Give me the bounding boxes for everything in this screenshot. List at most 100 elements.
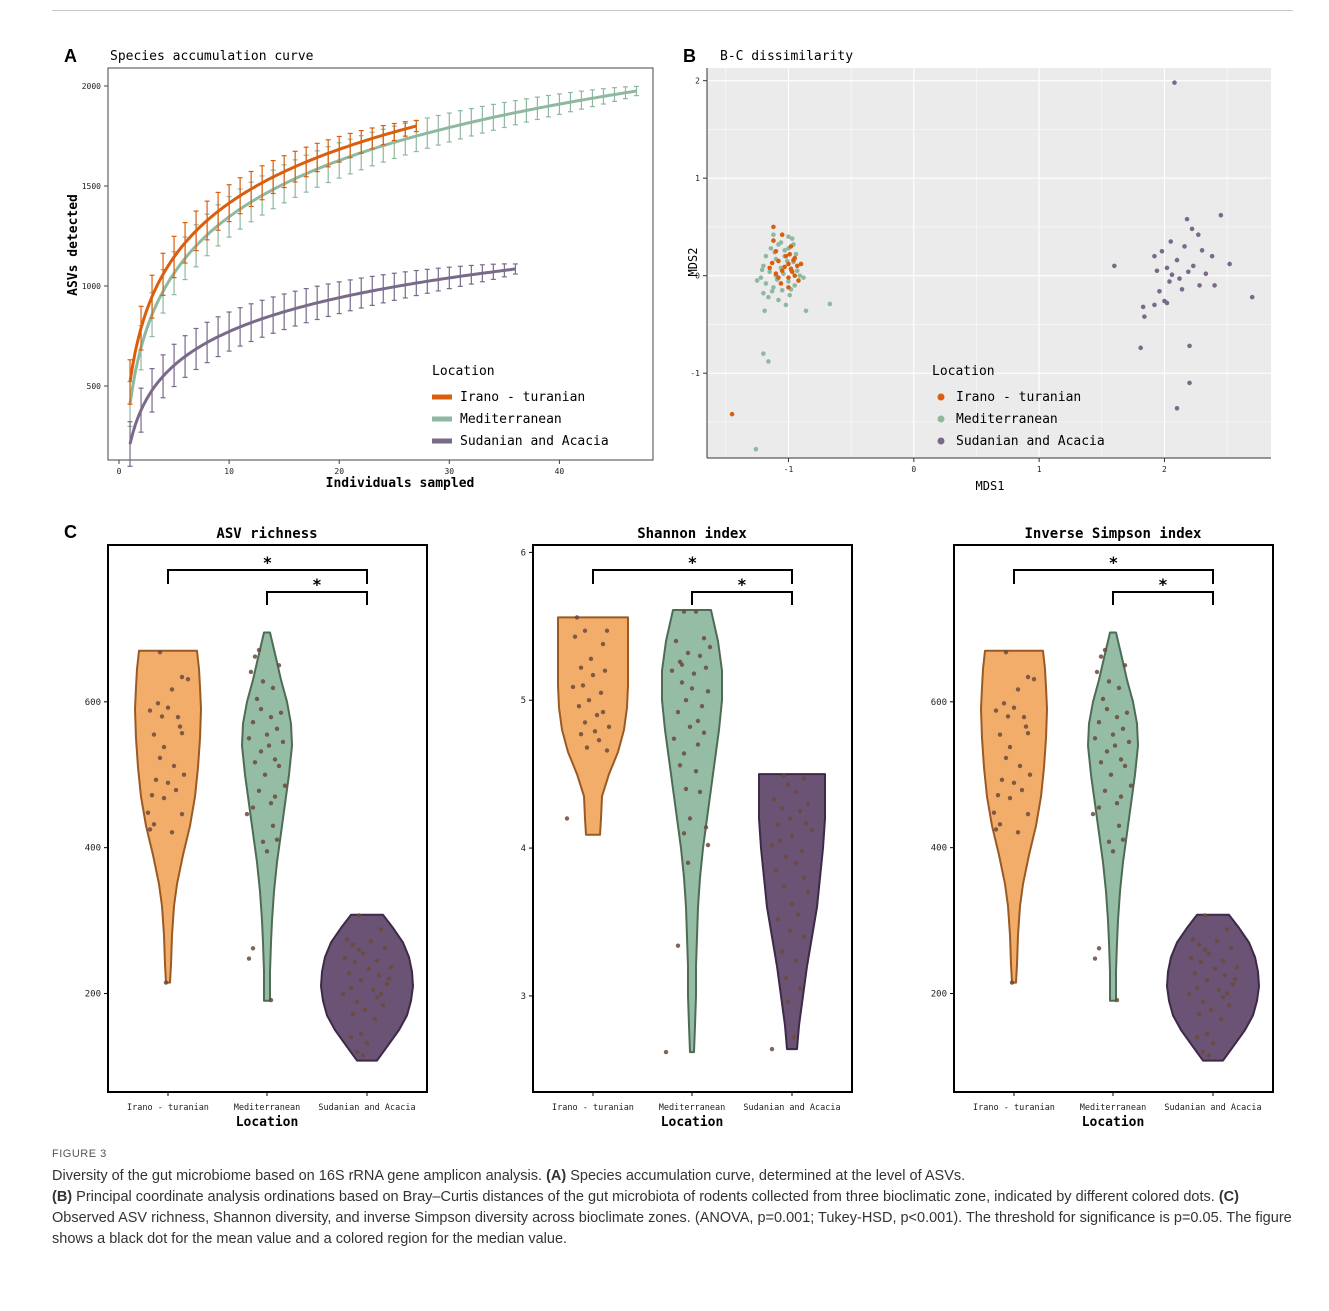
jitter-point: [268, 997, 274, 1003]
jitter-point: [1114, 800, 1120, 806]
x-tick-label: 0: [117, 467, 122, 476]
jitter-point: [368, 938, 374, 944]
panel-c-inverse-simpson-index: Inverse Simpson index Location 200 400 600…: [931, 526, 1274, 1130]
jitter-point: [693, 768, 699, 774]
legend-label-med: Mediterranean: [956, 412, 1058, 427]
jitter-point: [169, 830, 175, 835]
jitter-point: [785, 782, 791, 787]
scatter-point: [1184, 216, 1190, 222]
jitter-point: [1206, 1053, 1212, 1058]
scatter-point: [788, 266, 794, 272]
significance-star: *: [688, 553, 698, 572]
jitter-point: [783, 975, 789, 981]
y-tick-label: 600: [85, 698, 101, 708]
jitter-point: [793, 958, 799, 963]
jitter-point: [695, 742, 701, 747]
jitter-point: [1116, 823, 1122, 828]
jitter-point: [362, 1007, 368, 1012]
violin-body: [980, 649, 1048, 984]
legend-label-irano: Irano - turanian: [956, 390, 1081, 405]
jitter-point: [366, 966, 372, 971]
jitter-point: [681, 751, 687, 756]
jitter-point: [1234, 965, 1240, 970]
jitter-point: [781, 884, 787, 889]
scatter-point: [1209, 253, 1215, 259]
panel-c-shannon-index: Shannon index Location 3 4 5 6 Irano - turan…: [521, 526, 853, 1130]
scatter-point: [794, 263, 800, 269]
jitter-point: [1110, 732, 1116, 737]
x-tick-label: -1: [784, 465, 794, 474]
scatter-point: [763, 253, 769, 259]
jitter-point: [797, 986, 803, 991]
jitter-point: [1015, 830, 1021, 835]
jitter-point: [1007, 795, 1013, 801]
scatter-point: [1138, 345, 1143, 351]
jitter-point: [280, 739, 286, 745]
jitter-point: [1228, 946, 1234, 951]
jitter-point: [685, 650, 691, 656]
jitter-point: [793, 860, 799, 866]
jitter-point: [1222, 973, 1228, 978]
significance-bracket: [1013, 569, 1214, 584]
y-tick-label: 1000: [82, 282, 101, 291]
jitter-point: [803, 820, 809, 826]
jitter-point: [258, 706, 264, 712]
jitter-point: [604, 628, 610, 633]
jitter-point: [250, 720, 256, 725]
scatter-point: [1142, 314, 1147, 319]
jitter-point: [348, 985, 354, 990]
jitter-point: [578, 732, 584, 737]
jitter-point: [177, 724, 183, 729]
caption-b-text: Principal coordinate analysis ordination…: [76, 1189, 1215, 1205]
jitter-point: [145, 810, 151, 815]
jitter-point: [801, 776, 807, 781]
violin-body: [661, 609, 723, 1054]
y-tick-label: 200: [931, 990, 947, 1000]
jitter-point: [161, 795, 167, 801]
jitter-point: [687, 724, 693, 730]
scatter-point: [1164, 300, 1170, 306]
scatter-point: [1196, 232, 1201, 238]
y-tick-label: 1500: [82, 182, 101, 191]
scatter-point: [787, 251, 793, 257]
x-tick-label: Irano - turanian: [127, 1103, 209, 1113]
scatter-point: [773, 249, 779, 254]
jitter-point: [270, 685, 276, 691]
y-tick-label: -1: [690, 369, 700, 378]
jitter-point: [683, 698, 689, 703]
jitter-point: [378, 927, 384, 932]
scatter-point: [1182, 244, 1187, 249]
scatter-point: [776, 258, 781, 264]
jitter-point: [671, 736, 677, 741]
figure-3: A B C Species accumulation curve 0 10 20 30…: [64, 46, 1274, 1130]
panel-label-c: C: [64, 522, 77, 542]
jitter-point: [1009, 980, 1015, 985]
jitter-point: [1230, 981, 1236, 987]
jitter-point: [1204, 1031, 1210, 1036]
y-tick-label: 400: [85, 844, 101, 854]
scatter-point: [779, 268, 785, 274]
jitter-point: [703, 825, 709, 830]
jitter-point: [1025, 730, 1031, 736]
scatter-point: [773, 271, 779, 277]
jitter-point: [1194, 985, 1200, 990]
jitter-point: [1122, 763, 1128, 769]
jitter-point: [1023, 724, 1029, 729]
jitter-point: [701, 730, 707, 735]
scatter-point: [776, 275, 781, 280]
jitter-point: [161, 744, 167, 750]
jitter-point: [797, 808, 803, 814]
jitter-point: [999, 777, 1005, 783]
scatter-point: [761, 351, 766, 356]
jitter-point: [675, 709, 681, 715]
jitter-point: [1098, 654, 1104, 659]
jitter-point: [791, 1035, 797, 1040]
jitter-point: [1220, 958, 1226, 963]
jitter-point: [578, 665, 584, 670]
jitter-point: [1003, 755, 1009, 761]
panel-label-b: B: [683, 46, 696, 66]
jitter-point: [276, 763, 282, 769]
jitter-point: [1011, 705, 1017, 710]
caption-c-text: Observed ASV richness, Shannon diversity…: [52, 1210, 1292, 1247]
jitter-point: [1186, 992, 1192, 997]
